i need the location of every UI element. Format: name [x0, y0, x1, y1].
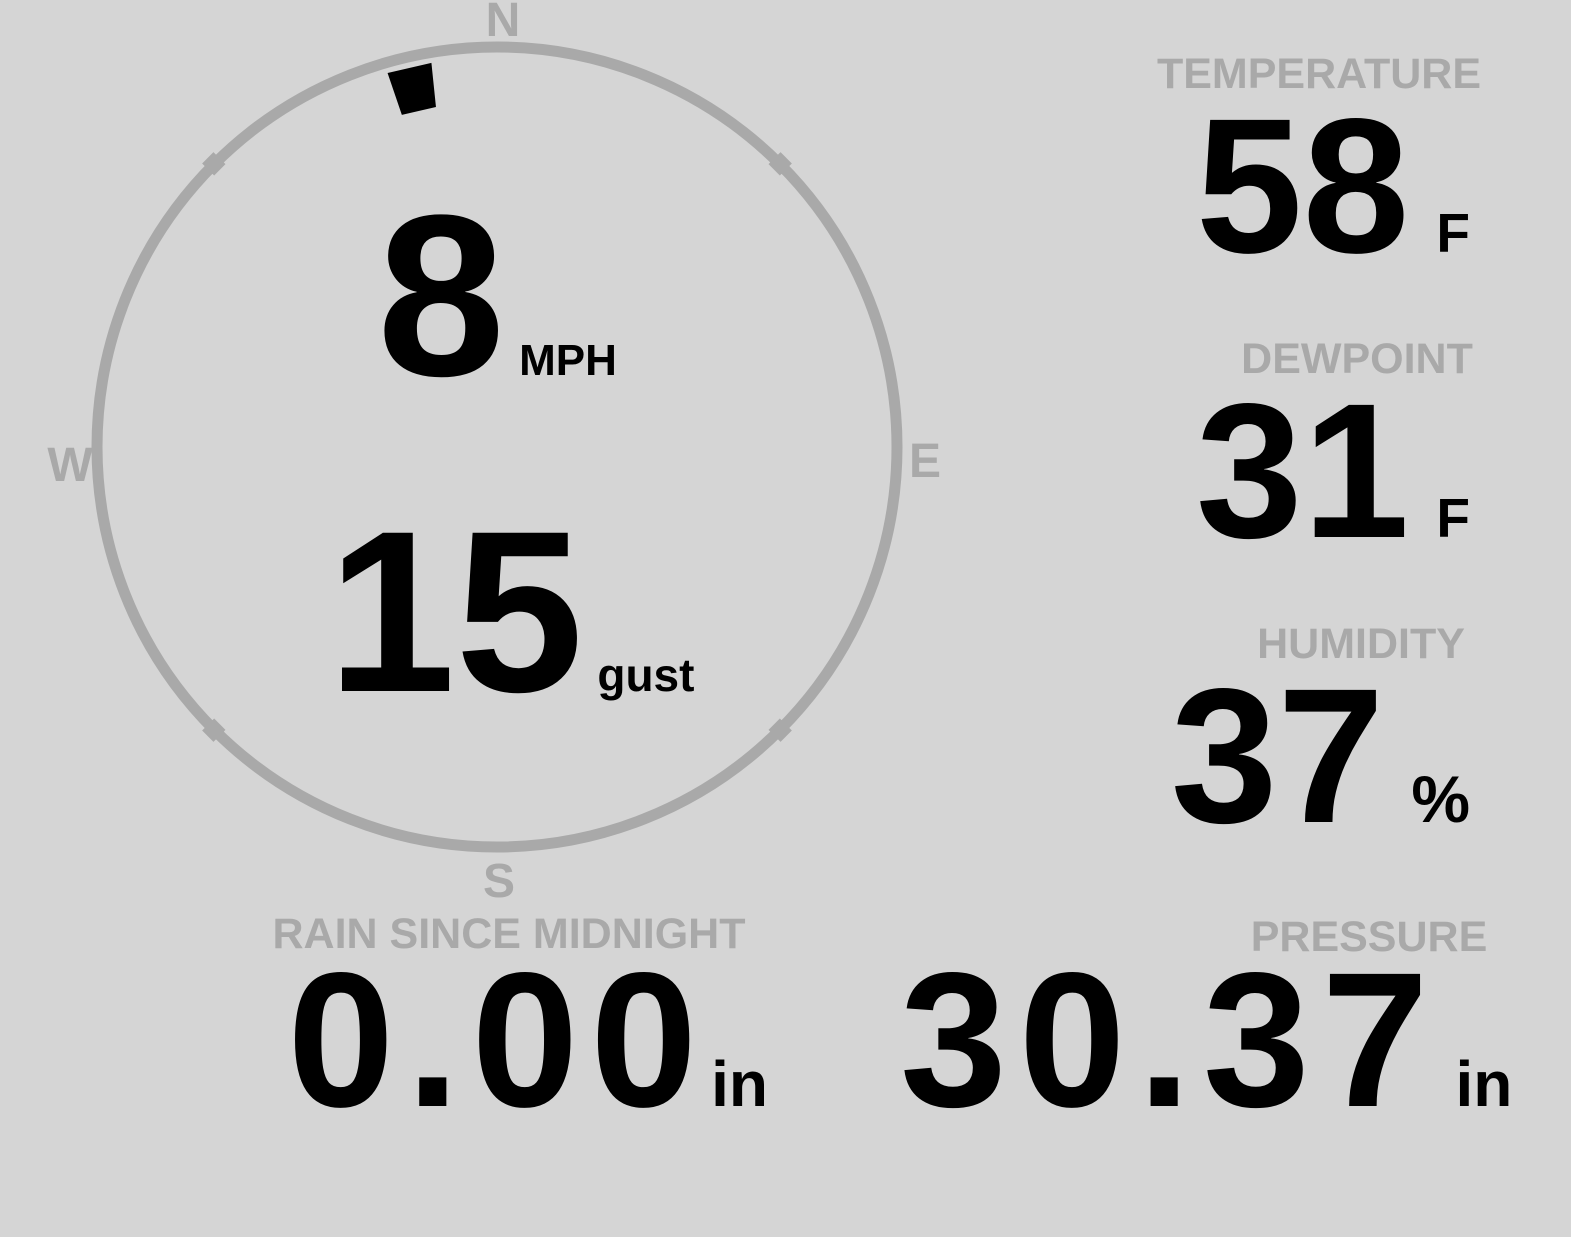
pressure-label: PRESSURE: [1250, 913, 1488, 961]
wind-speed-value: 8: [377, 167, 506, 424]
humidity-readout: 37 %: [900, 660, 1470, 852]
wind-gust-unit: gust: [597, 649, 695, 701]
dewpoint-value: 31: [1195, 363, 1410, 578]
compass-label-east: E: [908, 435, 942, 488]
dewpoint-unit: F: [1436, 487, 1470, 549]
temperature-label: TEMPERATURE: [1156, 50, 1482, 98]
compass-tick-se-icon: [768, 718, 792, 742]
dewpoint-label: DEWPOINT: [1241, 335, 1473, 383]
compass-tick-ne-icon: [768, 152, 792, 176]
rain-readout: 0.00 in: [100, 944, 768, 1136]
dewpoint-readout: 31 F: [900, 375, 1470, 567]
rain-unit: in: [711, 1048, 768, 1120]
temperature-value: 58: [1195, 78, 1410, 293]
wind-gust-readout: 15 gust: [111, 497, 911, 727]
wind-gust-value: 15: [327, 483, 584, 740]
compass-tick-sw-icon: [202, 718, 226, 742]
wind-speed-unit: MPH: [519, 336, 617, 385]
temperature-readout: 58 F: [900, 90, 1470, 282]
wind-direction-indicator: [387, 62, 436, 115]
temperature-unit: F: [1436, 202, 1470, 264]
compass-tick-nw-icon: [202, 152, 226, 176]
compass-label-south: S: [482, 855, 516, 908]
rain-value: 0.00: [287, 932, 710, 1147]
rain-label: RAIN SINCE MIDNIGHT: [272, 910, 746, 958]
wind-speed-readout: 8 MPH: [97, 181, 897, 411]
pressure-unit: in: [1455, 1048, 1513, 1120]
humidity-label: HUMIDITY: [1257, 620, 1465, 668]
humidity-value: 37: [1170, 648, 1385, 863]
humidity-unit: %: [1411, 762, 1470, 836]
pressure-value: 30.37: [900, 932, 1441, 1147]
compass-label-north: N: [485, 0, 521, 47]
compass-label-west: W: [47, 439, 93, 492]
compass-circle: [91, 41, 903, 853]
pressure-readout: 30.37 in: [900, 932, 1512, 1147]
